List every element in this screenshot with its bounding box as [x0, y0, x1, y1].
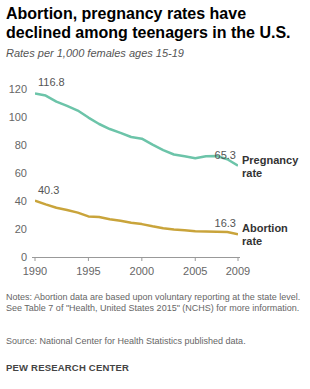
x-tick-label: 2009	[226, 265, 250, 277]
subtitle: Rates per 1,000 females ages 15-19	[6, 47, 302, 59]
series-line	[35, 93, 238, 165]
x-tick-label: 1990	[23, 265, 47, 277]
x-tick	[88, 257, 89, 261]
y-tick-label: 100	[9, 111, 27, 123]
y-tick-label: 0	[21, 251, 27, 263]
series-label: Pregnancyrate	[242, 154, 299, 179]
data-label: 40.3	[38, 184, 59, 196]
x-tick	[195, 257, 196, 261]
series-label: Abortionrate	[242, 222, 288, 247]
title: Abortion, pregnancy rates have declined …	[6, 4, 302, 42]
credit: PEW RESEARCH CENTER	[6, 362, 302, 373]
y-tick-label: 120	[9, 83, 27, 95]
data-label: 116.8	[38, 76, 65, 88]
series-line	[35, 201, 238, 235]
x-tick	[141, 257, 142, 261]
plot-area	[35, 93, 238, 234]
data-label: 65.3	[215, 149, 236, 161]
y-tick-label: 20	[15, 223, 27, 235]
y-tick-label: 40	[15, 195, 27, 207]
x-tick	[35, 257, 36, 261]
y-tick-label: 80	[15, 139, 27, 151]
x-tick-label: 1995	[76, 265, 100, 277]
data-label: 16.3	[215, 217, 236, 229]
chart: 0 20 40 60 80 100 120 1990 1995 2000 2005 2009 116.8…	[0, 0, 310, 389]
y-tick-label: 60	[15, 167, 27, 179]
x-tick	[238, 257, 239, 261]
x-tick-label: 2005	[183, 265, 207, 277]
notes: Notes: Abortion data are based upon volu…	[6, 292, 302, 314]
source: Source: National Center for Health Stati…	[6, 336, 302, 347]
x-axis	[32, 257, 240, 258]
x-tick-label: 2000	[130, 265, 154, 277]
